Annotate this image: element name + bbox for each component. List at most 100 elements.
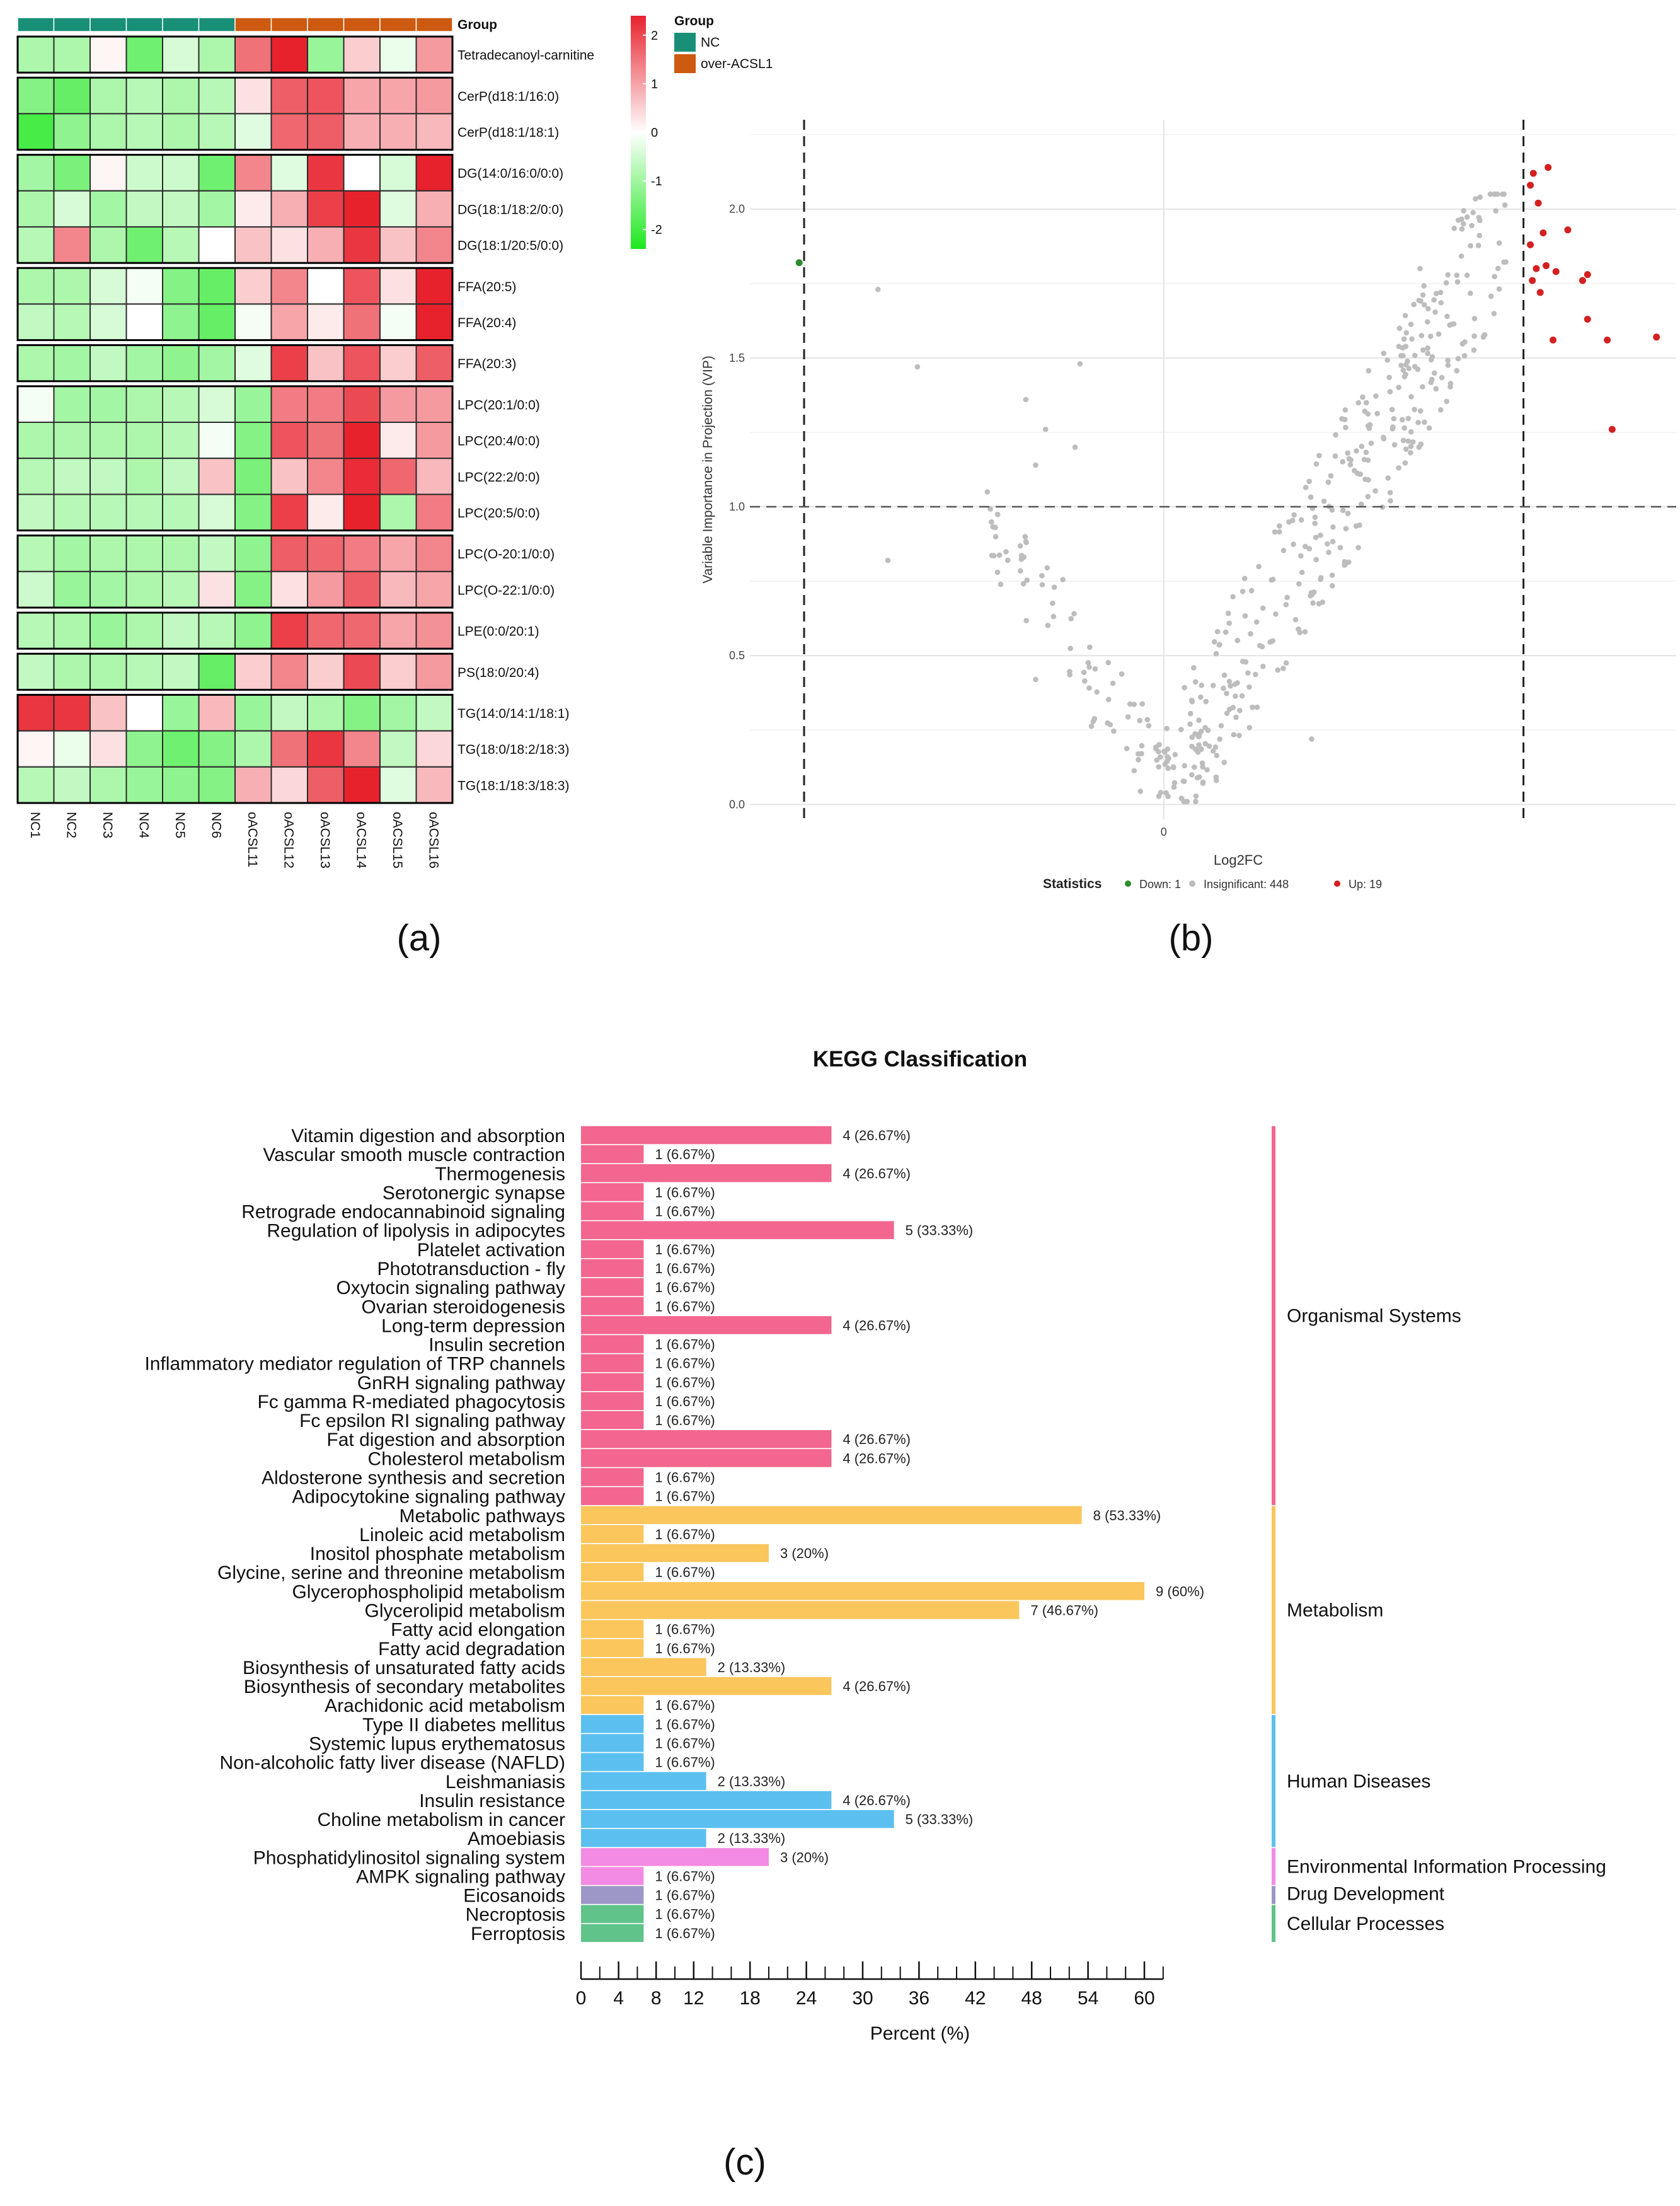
heatmap-cell — [415, 766, 453, 804]
heatmap-cell — [234, 494, 272, 531]
scatter-point-insignificant — [1171, 784, 1177, 790]
scatter-point-insignificant — [1312, 521, 1318, 526]
scatter-point-insignificant — [1426, 425, 1432, 431]
heatmap-cell — [307, 570, 345, 608]
kegg-category-label: Fat digestion and absorption — [326, 1429, 565, 1450]
kegg-data-label: 1 (6.67%) — [655, 1622, 715, 1637]
heatmap-cell — [343, 534, 381, 572]
scatter-point-insignificant — [1403, 344, 1408, 349]
colorbar-tick-label: -2 — [651, 223, 662, 237]
heatmap-cell — [270, 730, 308, 768]
heatmap-cell — [162, 694, 200, 732]
heatmap-cell — [198, 422, 236, 459]
scatter-point-insignificant — [1464, 214, 1470, 220]
scatter-point-insignificant — [1477, 217, 1483, 224]
kegg-data-label: 4 (26.67%) — [843, 1431, 911, 1447]
heatmap-cell — [379, 113, 417, 151]
heatmap-cell — [343, 570, 381, 608]
kegg-category-label: Long-term depression — [381, 1315, 565, 1336]
scatter-point-up — [1539, 229, 1547, 236]
scatter-point-insignificant — [1417, 408, 1424, 414]
scatter-point-insignificant — [1387, 490, 1393, 495]
scatter-point-insignificant — [1237, 708, 1243, 713]
kegg-category-label: Platelet activation — [417, 1240, 565, 1261]
scatter-point-insignificant — [1242, 613, 1248, 619]
scatter-y-axis-label: Variable Importance in Projection (VIP) — [701, 355, 715, 583]
heatmap-cell — [307, 154, 345, 192]
scatter-point-insignificant — [1270, 576, 1276, 582]
kegg-data-label: 1 (6.67%) — [655, 1279, 715, 1295]
heatmap-cell — [198, 113, 236, 151]
heatmap-cell — [234, 422, 272, 459]
scatter-y-tick-label: 2.0 — [729, 203, 745, 216]
heatmap-cell — [379, 77, 417, 115]
scatter-point-up — [1552, 268, 1560, 275]
heatmap-cell — [307, 385, 345, 423]
scatter-point-insignificant — [1187, 721, 1193, 727]
scatter-point-insignificant — [1496, 240, 1502, 246]
kegg-bar — [581, 1373, 644, 1392]
scatter-point-insignificant — [1396, 465, 1401, 471]
kegg-x-tick-label: 8 — [651, 1988, 662, 2009]
scatter-point-insignificant — [1246, 725, 1253, 731]
kegg-bar — [581, 1429, 832, 1448]
scatter-point-insignificant — [1198, 694, 1204, 700]
heatmap-cell — [198, 226, 236, 264]
heatmap-cell — [343, 226, 381, 264]
kegg-bar — [581, 1278, 644, 1296]
kegg-data-label: 4 (26.67%) — [843, 1450, 911, 1466]
scatter-point-insignificant — [1291, 541, 1296, 547]
heatmap-block-border — [16, 35, 454, 74]
heatmap-column-label: oACSL11 — [245, 812, 260, 867]
heatmap-cell — [89, 494, 127, 531]
heatmap-cell — [307, 422, 345, 459]
scatter-point-insignificant — [984, 489, 991, 495]
scatter-point-insignificant — [1226, 707, 1233, 712]
heatmap-cell — [125, 730, 163, 768]
scatter-point-insignificant — [1221, 685, 1226, 691]
scatter-point-insignificant — [1119, 671, 1125, 677]
scatter-point-insignificant — [1329, 507, 1335, 513]
heatmap-cell — [89, 344, 127, 382]
kegg-bar — [581, 1487, 644, 1505]
scatter-point-insignificant — [1131, 702, 1137, 707]
heatmap-cell — [53, 36, 91, 74]
heatmap-cell — [89, 422, 127, 459]
scatter-point-insignificant — [1420, 384, 1425, 390]
scatter-point-insignificant — [1458, 253, 1464, 259]
kegg-x-tick-label: 60 — [1134, 1988, 1154, 2009]
scatter-point-insignificant — [1391, 442, 1398, 448]
scatter-point-insignificant — [1408, 444, 1414, 449]
scatter-point-insignificant — [1139, 751, 1144, 756]
kegg-category-label: Retrograde endocannabinoid signaling — [241, 1202, 565, 1223]
group-legend-swatch — [674, 33, 696, 52]
heatmap-cell — [307, 534, 345, 572]
scatter-point-insignificant — [1363, 449, 1369, 455]
heatmap-cell — [379, 154, 417, 192]
heatmap-cell — [415, 303, 453, 341]
kegg-bar — [581, 1828, 706, 1847]
heatmap-cell — [125, 422, 163, 459]
heatmap-cell — [343, 422, 381, 459]
scatter-point-insignificant — [1415, 366, 1421, 372]
heatmap-cell — [307, 344, 345, 382]
scatter-point-insignificant — [1340, 507, 1346, 514]
scatter-point-insignificant — [1111, 728, 1117, 734]
scatter-point-insignificant — [1082, 678, 1088, 684]
heatmap-cell — [270, 458, 308, 495]
kegg-data-label: 1 (6.67%) — [655, 1470, 715, 1486]
scatter-point-insignificant — [1171, 780, 1178, 786]
kegg-data-label: 1 (6.67%) — [655, 1755, 715, 1770]
kegg-category-label: Linoleic acid metabolism — [359, 1525, 565, 1545]
heatmap-cell — [17, 385, 55, 423]
heatmap-cell — [307, 766, 345, 804]
scatter-point-insignificant — [1502, 202, 1508, 208]
heatmap-cell — [343, 694, 381, 732]
scatter-point-insignificant — [1320, 599, 1326, 605]
scatter-point-insignificant — [1131, 768, 1137, 774]
kegg-bar — [581, 1525, 644, 1544]
scatter-point-insignificant — [1345, 559, 1352, 565]
scatter-point-insignificant — [1464, 272, 1470, 279]
scatter-point-insignificant — [1060, 577, 1066, 582]
